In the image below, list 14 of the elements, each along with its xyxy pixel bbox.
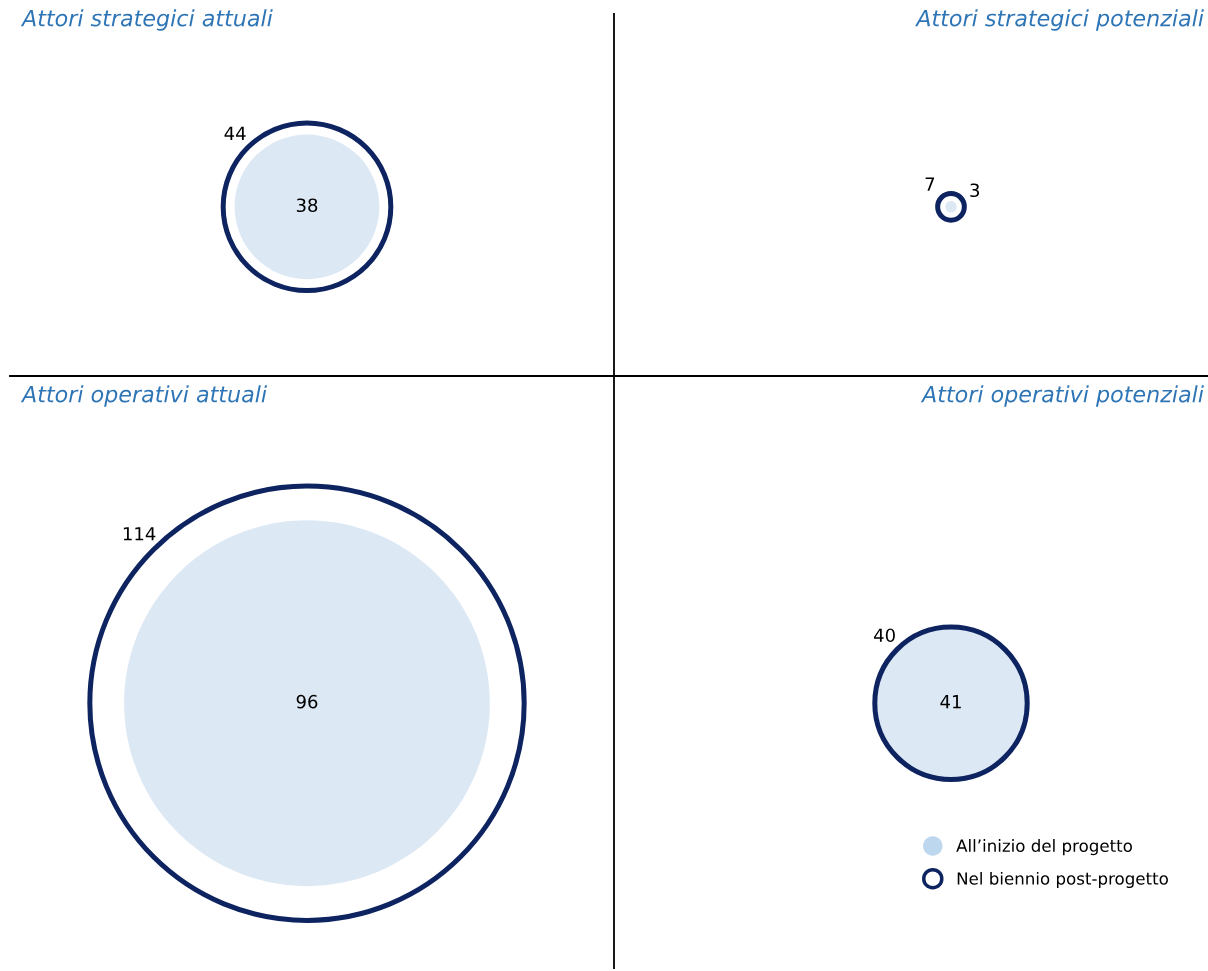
text: All’inizio del progetto xyxy=(956,839,1132,856)
category-label: Attori operativi potenziali xyxy=(920,385,1204,407)
data-label: 41 xyxy=(940,695,961,709)
data-label: 7 xyxy=(925,177,935,191)
data-label: 44 xyxy=(224,126,246,140)
data-label: 114 xyxy=(123,527,156,541)
data-label: 38 xyxy=(296,198,318,213)
category-label: Attori strategici potenziali xyxy=(915,9,1204,31)
legend-label: Nel biennio post-progetto xyxy=(957,871,1168,889)
category-label: Attori strategici attuali xyxy=(20,9,273,31)
data-label: 96 xyxy=(296,694,318,709)
category-label: Attori operativi attuali xyxy=(20,385,267,407)
data-label: 3 xyxy=(970,183,980,198)
data-label: 40 xyxy=(874,628,895,643)
